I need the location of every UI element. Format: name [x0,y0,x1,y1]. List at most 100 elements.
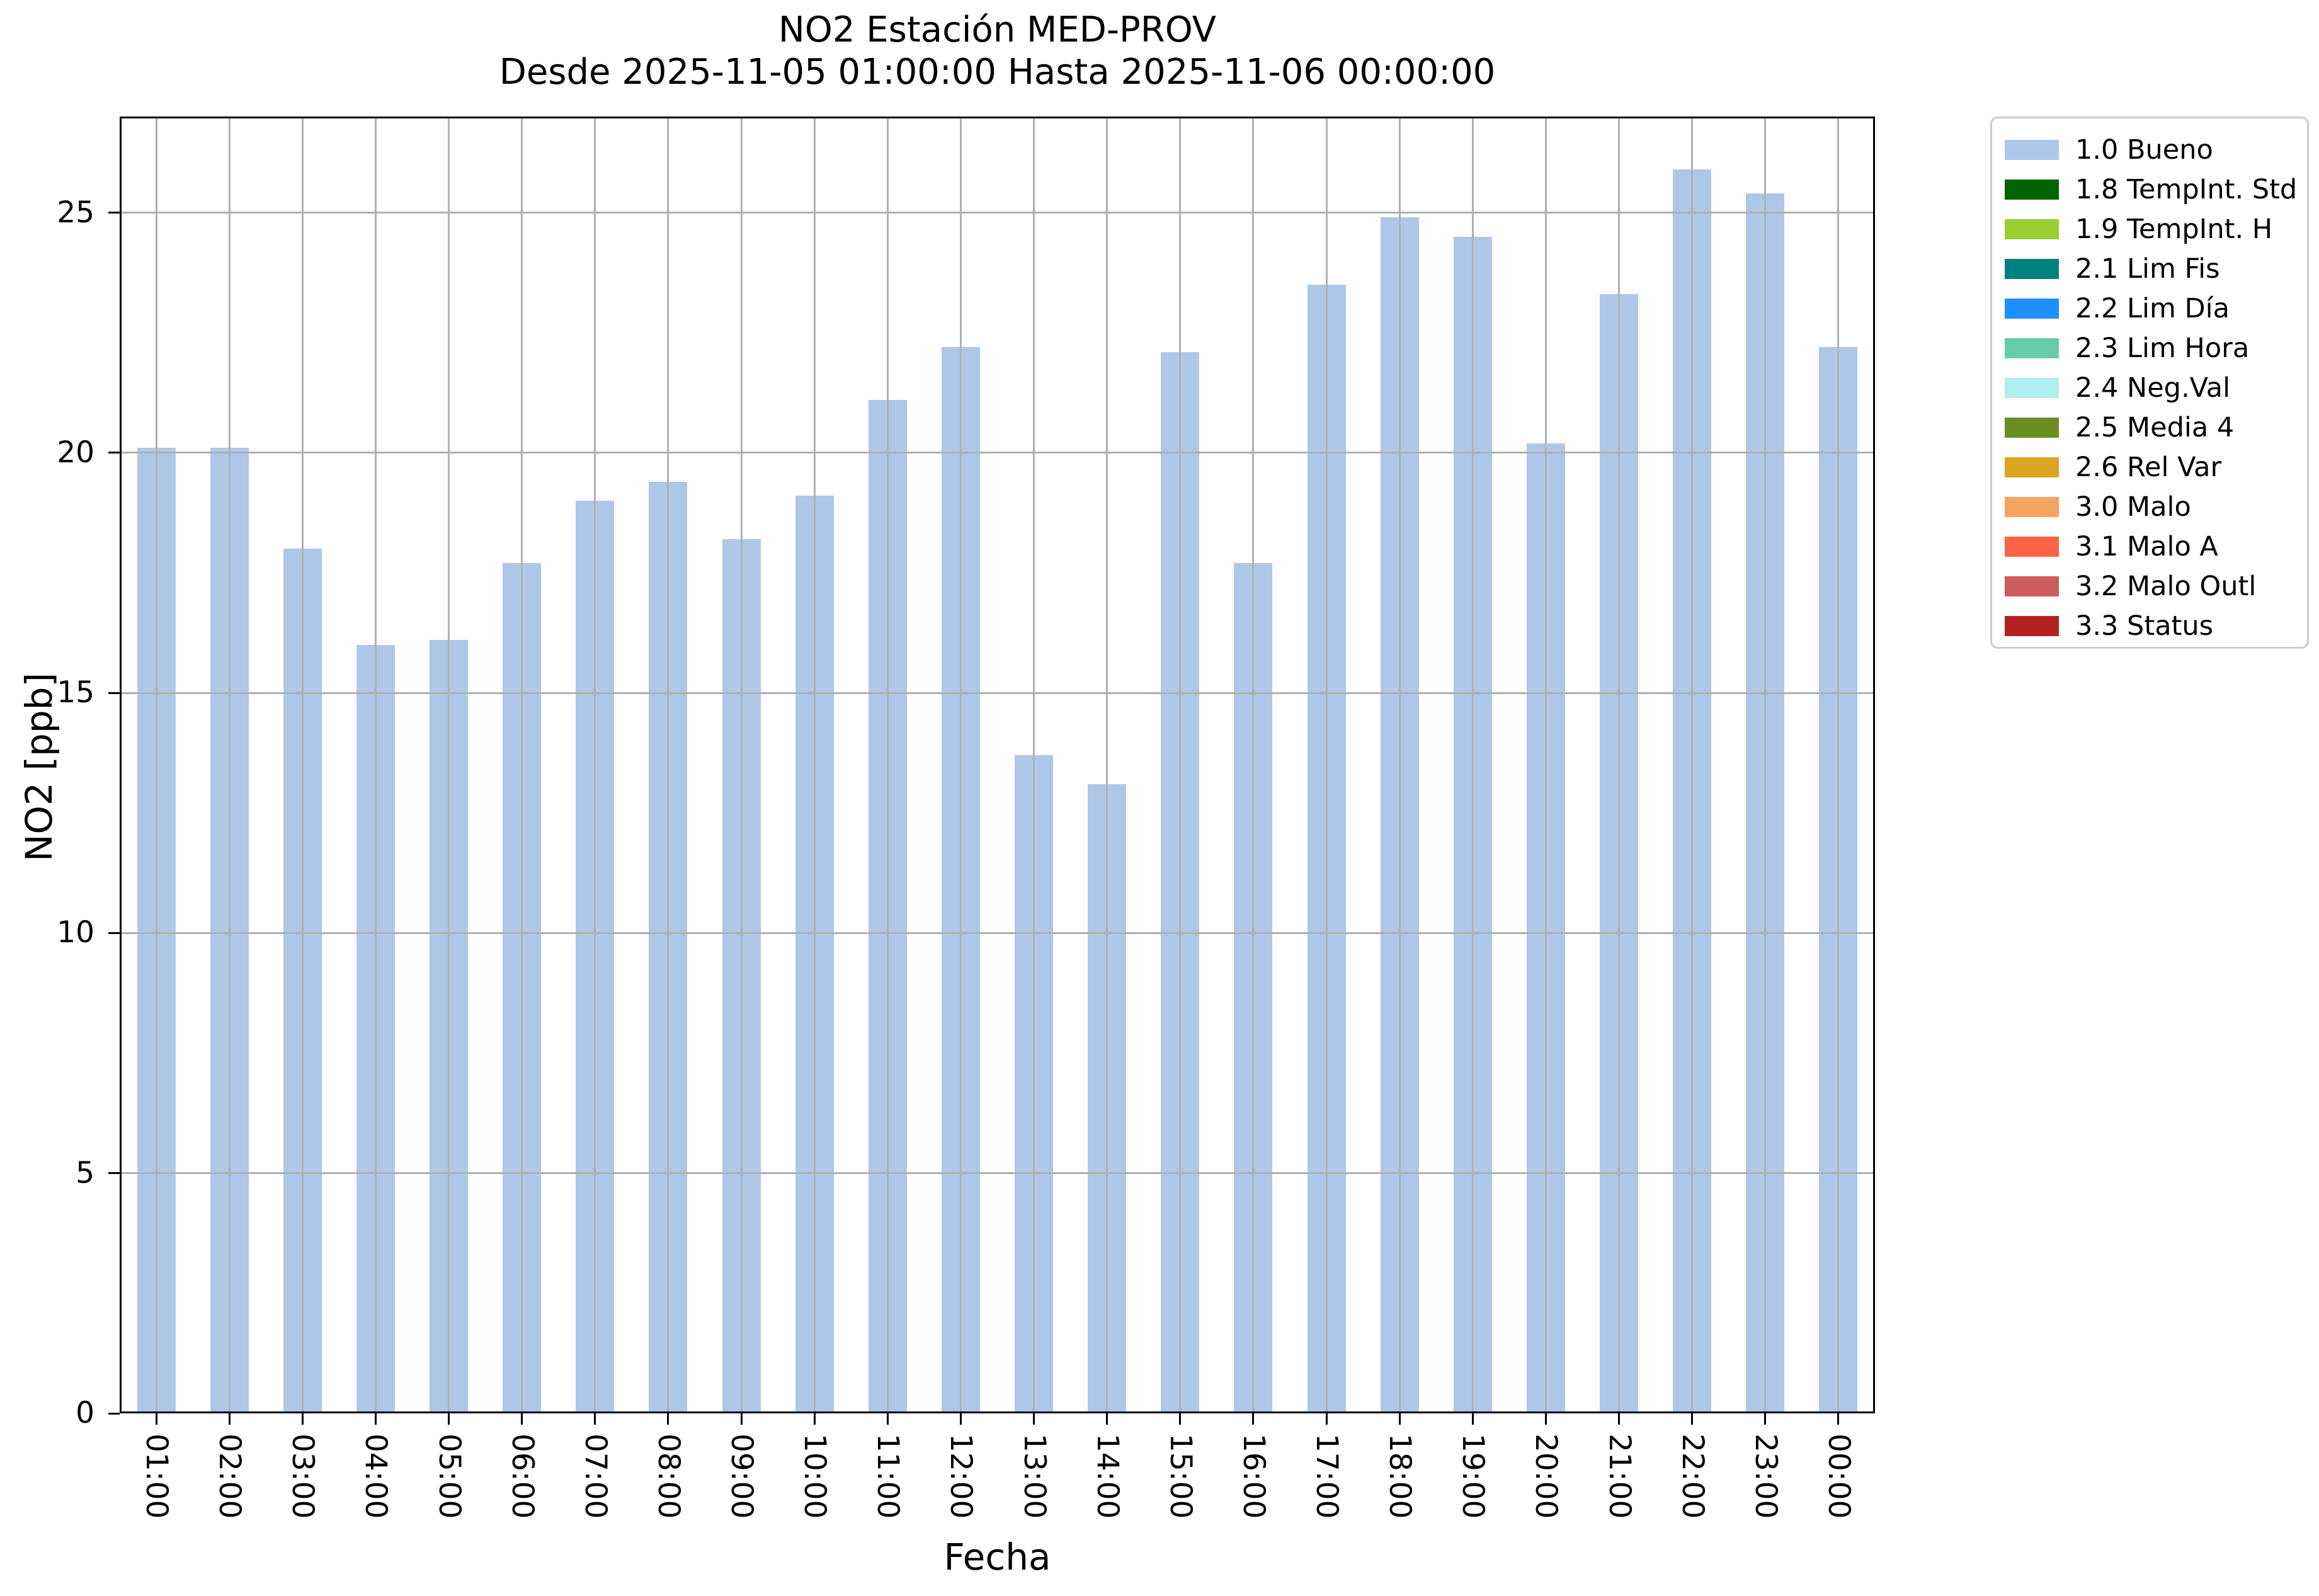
x-gridline [813,117,816,1413]
legend-swatch [2005,219,2059,239]
x-tick-mark [594,1413,596,1425]
x-gridline [1033,117,1035,1413]
x-tick-mark [1179,1413,1182,1425]
legend-label: 1.8 TempInt. Std [2075,173,2298,205]
x-tick-label: 20:00 [1529,1434,1564,1519]
x-gridline [374,117,377,1413]
x-tick-label: 00:00 [1821,1434,1856,1519]
x-tick-mark [813,1413,816,1425]
x-tick-mark [1252,1413,1255,1425]
x-tick-mark [1691,1413,1694,1425]
x-tick-mark [740,1413,743,1425]
y-tick-label: 10 [57,915,94,950]
legend-swatch [2005,536,2059,557]
x-gridline [301,117,304,1413]
legend-item: 3.2 Malo Outl [1992,566,2307,606]
chart-title-block: NO2 Estación MED-PROV Desde 2025-11-05 0… [120,9,1875,93]
legend-swatch [2005,417,2059,438]
x-gridline [594,117,596,1413]
x-gridline [1106,117,1108,1413]
legend-label: 3.3 Status [2075,610,2214,642]
x-gridline [228,117,231,1413]
legend-item: 2.5 Media 4 [1992,408,2307,447]
legend-label: 1.0 Bueno [2075,134,2213,166]
y-tick-mark [108,452,120,454]
y-tick-mark [108,212,120,214]
x-tick-mark [155,1413,157,1425]
x-tick-label: 23:00 [1748,1434,1783,1519]
legend-swatch [2005,496,2059,517]
chart-title: NO2 Estación MED-PROV [778,9,1217,50]
x-tick-label: 17:00 [1309,1434,1345,1519]
y-axis-label: NO2 [ppb] [18,672,60,862]
chart-subtitle: Desde 2025-11-05 01:00:00 Hasta 2025-11-… [499,52,1496,93]
legend-item: 2.6 Rel Var [1992,447,2307,487]
x-tick-mark [1471,1413,1474,1425]
x-gridline [521,117,523,1413]
x-axis-label: Fecha [943,1536,1051,1578]
x-tick-label: 07:00 [578,1434,613,1519]
x-tick-mark [667,1413,669,1425]
y-tick-label: 20 [57,435,94,470]
legend-label: 2.3 Lim Hora [2075,332,2250,364]
x-gridline [740,117,743,1413]
x-gridline [959,117,962,1413]
x-gridline [1618,117,1621,1413]
x-tick-label: 03:00 [285,1434,321,1519]
y-tick-label: 5 [76,1155,94,1190]
legend-item: 3.3 Status [1992,606,2307,646]
x-tick-label: 06:00 [504,1434,540,1519]
x-gridline [448,117,450,1413]
x-tick-mark [374,1413,377,1425]
x-tick-label: 02:00 [212,1434,248,1519]
x-tick-label: 21:00 [1602,1434,1637,1519]
legend-label: 2.6 Rel Var [2075,451,2222,483]
legend-swatch [2005,576,2059,596]
legend-label: 3.0 Malo [2075,491,2191,523]
legend-item: 3.1 Malo A [1992,527,2307,566]
legend-item: 1.8 TempInt. Std [1992,169,2307,209]
legend-item: 1.9 TempInt. H [1992,209,2307,249]
x-gridline [155,117,157,1413]
x-tick-mark [448,1413,450,1425]
x-tick-label: 05:00 [431,1434,467,1519]
x-gridline [886,117,889,1413]
y-tick-label: 15 [57,675,94,710]
legend-label: 2.2 Lim Día [2075,292,2230,324]
x-gridline [1398,117,1401,1413]
legend-swatch [2005,139,2059,160]
legend-label: 3.1 Malo A [2075,530,2218,562]
legend-item: 3.0 Malo [1992,487,2307,527]
x-gridline [1837,117,1840,1413]
legend-label: 3.2 Malo Outl [2075,570,2257,602]
legend-label: 1.9 TempInt. H [2075,213,2273,245]
x-tick-mark [959,1413,962,1425]
y-tick-label: 25 [57,195,94,230]
x-tick-label: 10:00 [797,1434,833,1519]
x-tick-label: 18:00 [1382,1434,1418,1519]
x-tick-mark [1106,1413,1108,1425]
x-tick-mark [1325,1413,1328,1425]
x-tick-mark [1033,1413,1035,1425]
x-gridline [1471,117,1474,1413]
legend-swatch [2005,179,2059,200]
legend-swatch [2005,457,2059,477]
x-tick-label: 15:00 [1163,1434,1198,1519]
x-tick-mark [1837,1413,1840,1425]
x-tick-label: 14:00 [1090,1434,1125,1519]
legend-label: 2.4 Neg.Val [2075,372,2231,404]
x-tick-mark [1618,1413,1621,1425]
y-tick-mark [108,1412,120,1415]
y-tick-mark [108,932,120,934]
x-gridline [1544,117,1547,1413]
x-tick-label: 12:00 [943,1434,979,1519]
legend-swatch [2005,298,2059,319]
x-gridline [1325,117,1328,1413]
x-gridline [1764,117,1767,1413]
x-tick-label: 16:00 [1236,1434,1271,1519]
y-tick-label: 0 [76,1396,94,1430]
y-gridline [120,1172,1875,1175]
x-tick-mark [1764,1413,1767,1425]
x-tick-mark [1398,1413,1401,1425]
